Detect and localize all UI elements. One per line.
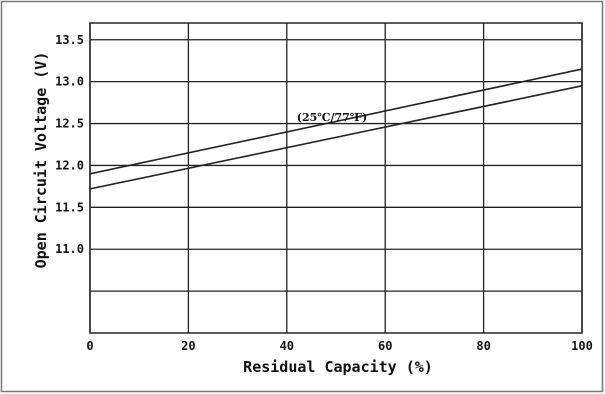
y-tick-label: 12.0 [55,158,84,172]
x-tick-labels: 0 20 40 60 80 100 [86,339,592,353]
x-tick-label: 60 [378,339,392,353]
series-line-lower [89,85,583,190]
series [89,68,583,190]
y-tick-label: 13.5 [55,33,84,47]
y-tick-label: 12.5 [55,117,84,131]
y-axis-title: Open Circuit Voltage (V) [32,52,50,269]
temperature-annotation: (25℃/77℉) [297,111,367,124]
grid [89,23,583,333]
y-tick-labels: 11.0 11.5 12.0 12.5 13.0 13.5 [55,33,84,256]
x-tick-label: 20 [181,339,195,353]
y-tick-label: 11.5 [55,200,84,214]
plot-border [89,22,583,334]
x-tick-label: 0 [86,339,93,353]
x-axis-title: Residual Capacity (%) [243,358,433,376]
x-tick-label: 80 [476,339,490,353]
y-tick-label: 13.0 [55,75,84,89]
x-tick-label: 100 [571,339,593,353]
x-tick-label: 40 [280,339,294,353]
series-line-upper [89,68,583,175]
y-tick-label: 11.0 [55,242,84,256]
